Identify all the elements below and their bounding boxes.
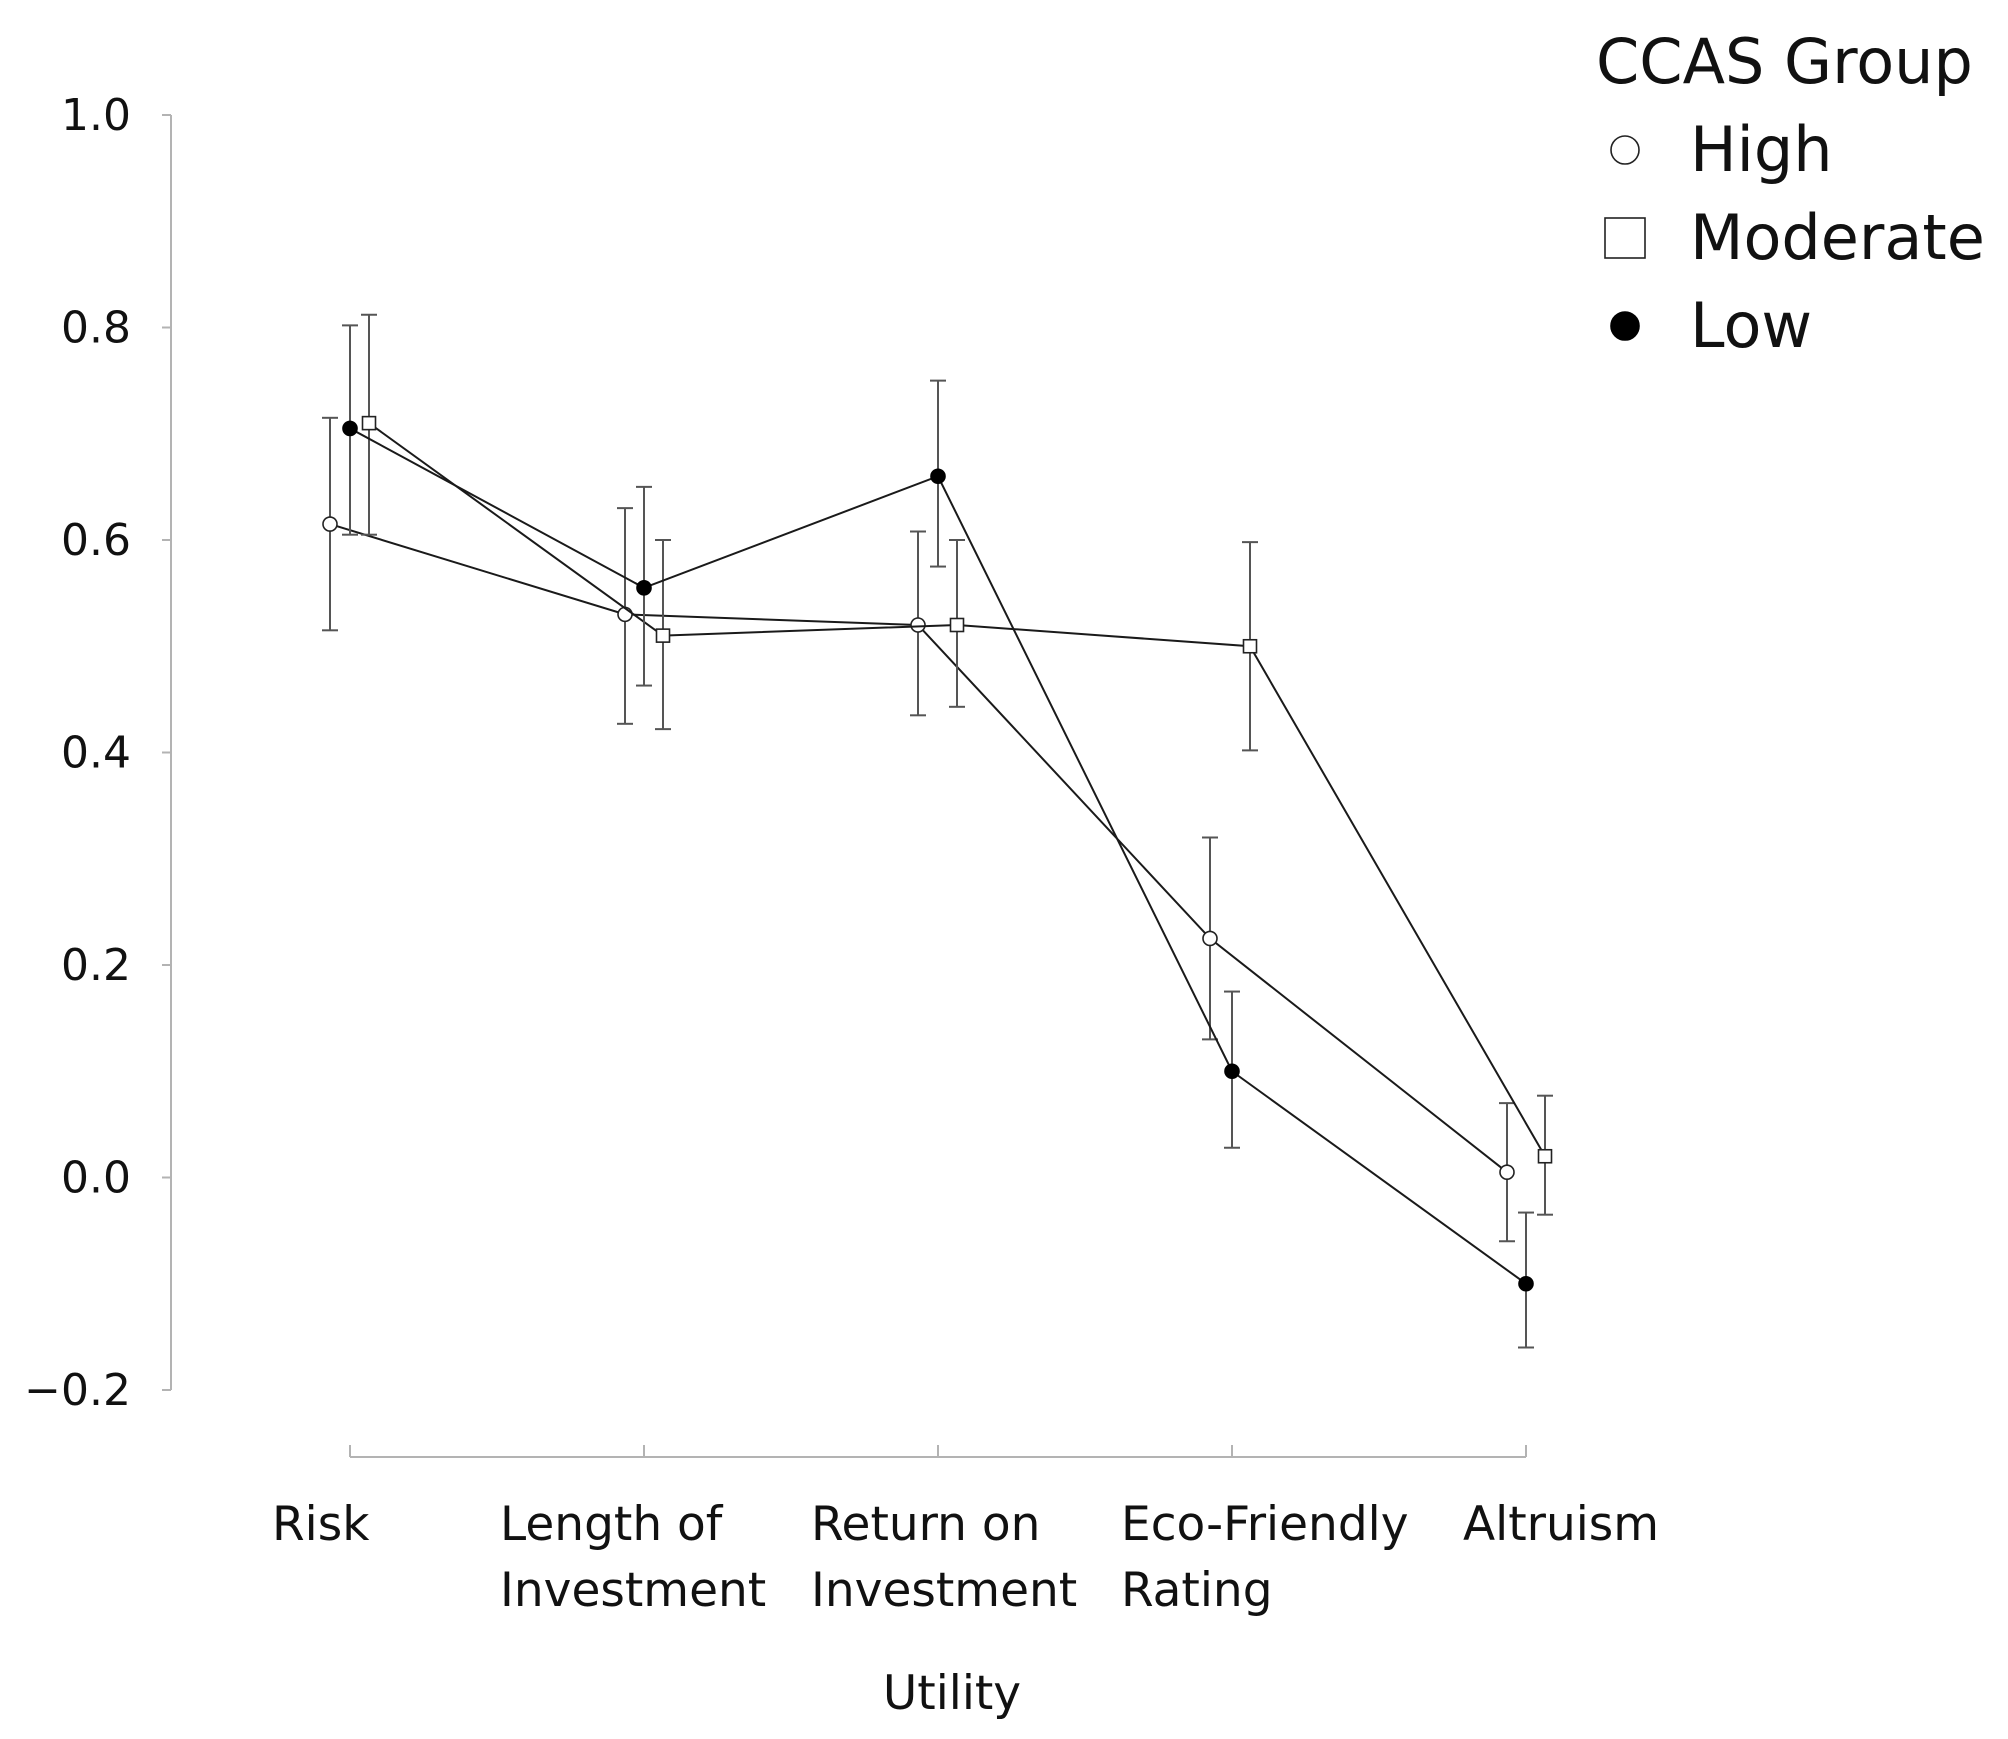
data-point: [1537, 1148, 1553, 1164]
data-point: [361, 415, 377, 431]
legend-item-moderate: Moderate: [1604, 201, 1985, 274]
legend-marker-filled-circle-icon: [1610, 311, 1640, 341]
series-high: [322, 416, 1515, 1243]
x-tick-label-line: Return on: [811, 1497, 1040, 1552]
data-point: [342, 420, 358, 437]
data-point: [1242, 638, 1258, 654]
y-tick-label: 0.2: [61, 940, 131, 991]
y-tick-label: −0.2: [24, 1365, 131, 1416]
series-moderate: [361, 313, 1553, 1216]
legend-item-low: Low: [1610, 289, 1812, 362]
x-tick-label-line: Eco-Friendly: [1121, 1497, 1409, 1552]
y-tick-label: 1.0: [61, 90, 131, 141]
data-point: [1202, 930, 1218, 947]
y-tick-label: 0.4: [61, 728, 131, 779]
legend-marker-open-circle-icon: [1610, 135, 1640, 165]
plot-area: [322, 313, 1553, 1349]
data-point: [930, 468, 946, 485]
data-point: [655, 628, 671, 643]
data-point: [910, 617, 926, 633]
x-tick-label: Return on Investment: [811, 1497, 1077, 1618]
x-axis-title: Utility: [883, 1666, 1021, 1721]
x-tick-label: Length of Investment: [500, 1497, 766, 1618]
legend-label: Moderate: [1690, 201, 1985, 274]
legend: CCAS Group High Moderate Low: [1596, 25, 1985, 362]
x-tick-label-line: Length of: [500, 1497, 724, 1552]
x-tick-label-line: Rating: [1121, 1563, 1273, 1618]
x-tick-label: Altruism: [1463, 1497, 1659, 1552]
data-point: [1518, 1275, 1534, 1292]
series-line: [368, 422, 1546, 1157]
x-tick-label-line: Investment: [500, 1563, 766, 1618]
legend-label: High: [1690, 113, 1833, 186]
data-point: [636, 580, 652, 596]
x-axis: Risk Length of Investment Return on Investme…: [272, 1445, 1659, 1618]
y-tick-label: 0.8: [61, 303, 131, 354]
legend-item-high: High: [1610, 113, 1833, 186]
x-tick-label: Eco-Friendly Rating: [1121, 1497, 1409, 1618]
data-point: [949, 617, 965, 633]
x-tick-label-line: Altruism: [1463, 1497, 1659, 1552]
y-axis: −0.2 0.0 0.2 0.4 0.6 0.8 1.0: [24, 90, 172, 1416]
x-tick-label: Risk: [272, 1497, 370, 1552]
x-tick-label-line: Risk: [272, 1497, 370, 1552]
data-point: [1499, 1164, 1515, 1180]
data-point: [322, 516, 338, 532]
y-tick-label: 0.0: [61, 1153, 131, 1204]
legend-marker-open-square-icon: [1604, 217, 1646, 259]
data-point: [617, 606, 633, 623]
legend-label: Low: [1690, 289, 1812, 362]
x-tick-label-line: Investment: [811, 1563, 1077, 1618]
series-low: [342, 324, 1534, 1349]
y-tick-label: 0.6: [61, 515, 131, 566]
legend-title: CCAS Group: [1596, 25, 1973, 98]
data-point: [1224, 1063, 1240, 1080]
